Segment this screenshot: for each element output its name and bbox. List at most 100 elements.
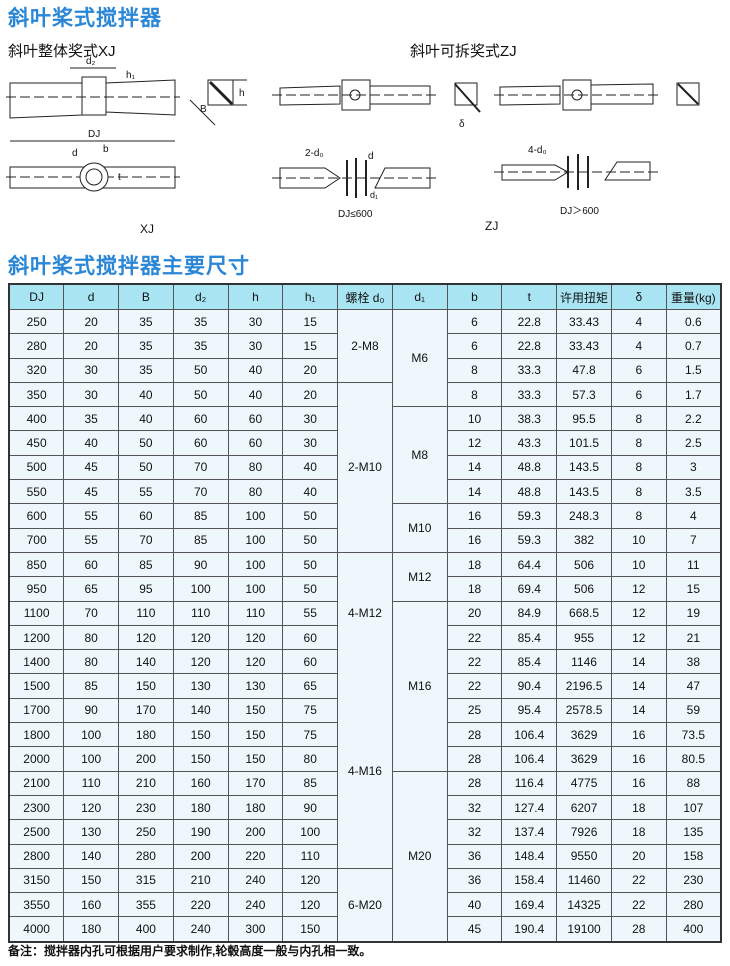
label-d2: d₂	[86, 56, 96, 67]
cell-t: 38.3	[501, 406, 558, 432]
cell-d2: 120	[172, 649, 229, 675]
cell-b: 28	[446, 746, 503, 772]
cell-torque: 3629	[556, 746, 612, 772]
label-d-zj: d	[368, 151, 374, 162]
cell-d2: 35	[172, 333, 229, 359]
cell-h1: 80	[282, 746, 339, 772]
table-row: 450 40 50 60 60 30 12 43.3 101.5 8 2.5	[8, 430, 722, 456]
cell-h: 40	[227, 381, 284, 408]
table-row: 280 20 35 35 30 15 6 22.8 33.43 4 0.7	[8, 333, 722, 359]
cell-b: 28	[446, 722, 503, 748]
cell-delta: 16	[610, 770, 667, 796]
cell-delta: 12	[610, 600, 667, 626]
cell-d1: M20	[391, 770, 448, 943]
cell-torque: 11460	[556, 867, 612, 894]
label-dj-gt-600: DJ＞600	[560, 206, 599, 217]
cell-d: 90	[63, 697, 120, 724]
cell-dj: 2300	[8, 794, 65, 821]
cell-b: 6	[446, 333, 503, 359]
cell-weight: 400	[665, 916, 722, 943]
cell-h: 200	[227, 819, 284, 845]
cell-weight: 88	[665, 770, 722, 796]
table-row: 850 60 85 90 100 50 4-M12 M12 18 64.4 506 10 11	[8, 551, 722, 674]
label-B: B	[200, 104, 207, 115]
table-row: 1100 70 110 110 110 55 M16 20 84.9 668.5 12 19	[8, 600, 722, 772]
table-row: 2500 130 250 190 200 100 32 137.4 7926 18 135	[8, 819, 722, 845]
table-row: 1500 85 150 130 130 65 4-M16 22 90.4 2196.5 14 47	[8, 673, 722, 869]
label-b: b	[103, 144, 109, 155]
cell-dj: 850	[8, 551, 65, 578]
cell-dj: 2800	[8, 843, 65, 869]
cell-d2: 180	[172, 794, 229, 821]
cell-b: 16	[446, 527, 503, 553]
label-h1: h₁	[126, 70, 136, 81]
cell-dj: 280	[8, 333, 65, 359]
cell-delta: 14	[610, 673, 667, 699]
cell-t: 43.3	[501, 430, 558, 456]
cell-delta: 16	[610, 746, 667, 772]
cell-d: 130	[63, 819, 120, 845]
cell-delta: 12	[610, 576, 667, 602]
table-row: 500 45 50 70 80 40 14 48.8 143.5 8 3	[8, 454, 722, 481]
cell-delta: 8	[610, 479, 667, 505]
cell-h1: 150	[282, 916, 339, 943]
label-2-d0: 2-d₀	[305, 148, 324, 159]
cell-h1: 85	[282, 770, 339, 796]
cell-b: 16	[446, 503, 503, 529]
cell-torque: 1146	[556, 649, 612, 675]
cell-d2: 140	[172, 697, 229, 724]
cell-h: 80	[227, 454, 284, 481]
cell-d2: 160	[172, 770, 229, 796]
cell-t: 22.8	[501, 308, 558, 335]
cell-dj: 320	[8, 357, 65, 383]
cell-dj: 1500	[8, 673, 65, 699]
cell-delta: 8	[610, 503, 667, 529]
cell-b: 36	[446, 867, 503, 894]
cell-b: 6	[446, 308, 503, 335]
cell-weight: 107	[665, 794, 722, 821]
cell-delta: 6	[610, 381, 667, 408]
cell-B: 110	[118, 600, 174, 626]
cell-h1: 20	[282, 381, 339, 408]
cell-d: 160	[63, 892, 120, 918]
cell-d: 180	[63, 916, 120, 943]
cell-d2: 90	[172, 551, 229, 578]
cell-B: 180	[118, 722, 174, 748]
cell-b: 28	[446, 770, 503, 796]
cell-d: 55	[63, 527, 120, 553]
cell-dj: 400	[8, 406, 65, 432]
cell-h1: 100	[282, 819, 339, 845]
cell-t: 33.3	[501, 357, 558, 383]
cell-delta: 18	[610, 794, 667, 821]
zj-heading: 斜叶可拆奖式ZJ	[410, 43, 517, 60]
cell-d2: 210	[172, 867, 229, 894]
cell-delta: 28	[610, 916, 667, 943]
cell-h1: 15	[282, 333, 339, 359]
cell-torque: 6207	[556, 794, 612, 821]
cell-torque: 143.5	[556, 479, 612, 505]
table-row: 950 65 95 100 100 50 18 69.4 506 12 15	[8, 576, 722, 602]
column-header: t	[501, 283, 558, 310]
cell-h: 100	[227, 576, 284, 602]
cell-d2: 85	[172, 503, 229, 529]
cell-torque: 33.43	[556, 308, 612, 335]
cell-bolt: 4-M12	[337, 551, 393, 674]
cell-d2: 60	[172, 406, 229, 432]
cell-B: 355	[118, 892, 174, 918]
table-row: 1200 80 120 120 120 60 22 85.4 955 12 21	[8, 624, 722, 651]
cell-h1: 75	[282, 697, 339, 724]
cell-dj: 1400	[8, 649, 65, 675]
column-header: 螺栓 d₀	[337, 283, 393, 310]
cell-dj: 600	[8, 503, 65, 529]
cell-delta: 16	[610, 722, 667, 748]
cell-h1: 50	[282, 503, 339, 529]
cell-t: 64.4	[501, 551, 558, 578]
cell-d: 20	[63, 333, 120, 359]
cell-h1: 60	[282, 624, 339, 651]
cell-d: 120	[63, 794, 120, 821]
table-row: 3550 160 355 220 240 120 40 169.4 14325 22 280	[8, 892, 722, 918]
footnote: 备注：搅拌器内孔可根据用户要求制作,轮毂高度一般与内孔相一致。	[8, 944, 372, 958]
column-header: h₁	[282, 283, 339, 310]
cell-b: 22	[446, 624, 503, 651]
cell-b: 10	[446, 406, 503, 432]
